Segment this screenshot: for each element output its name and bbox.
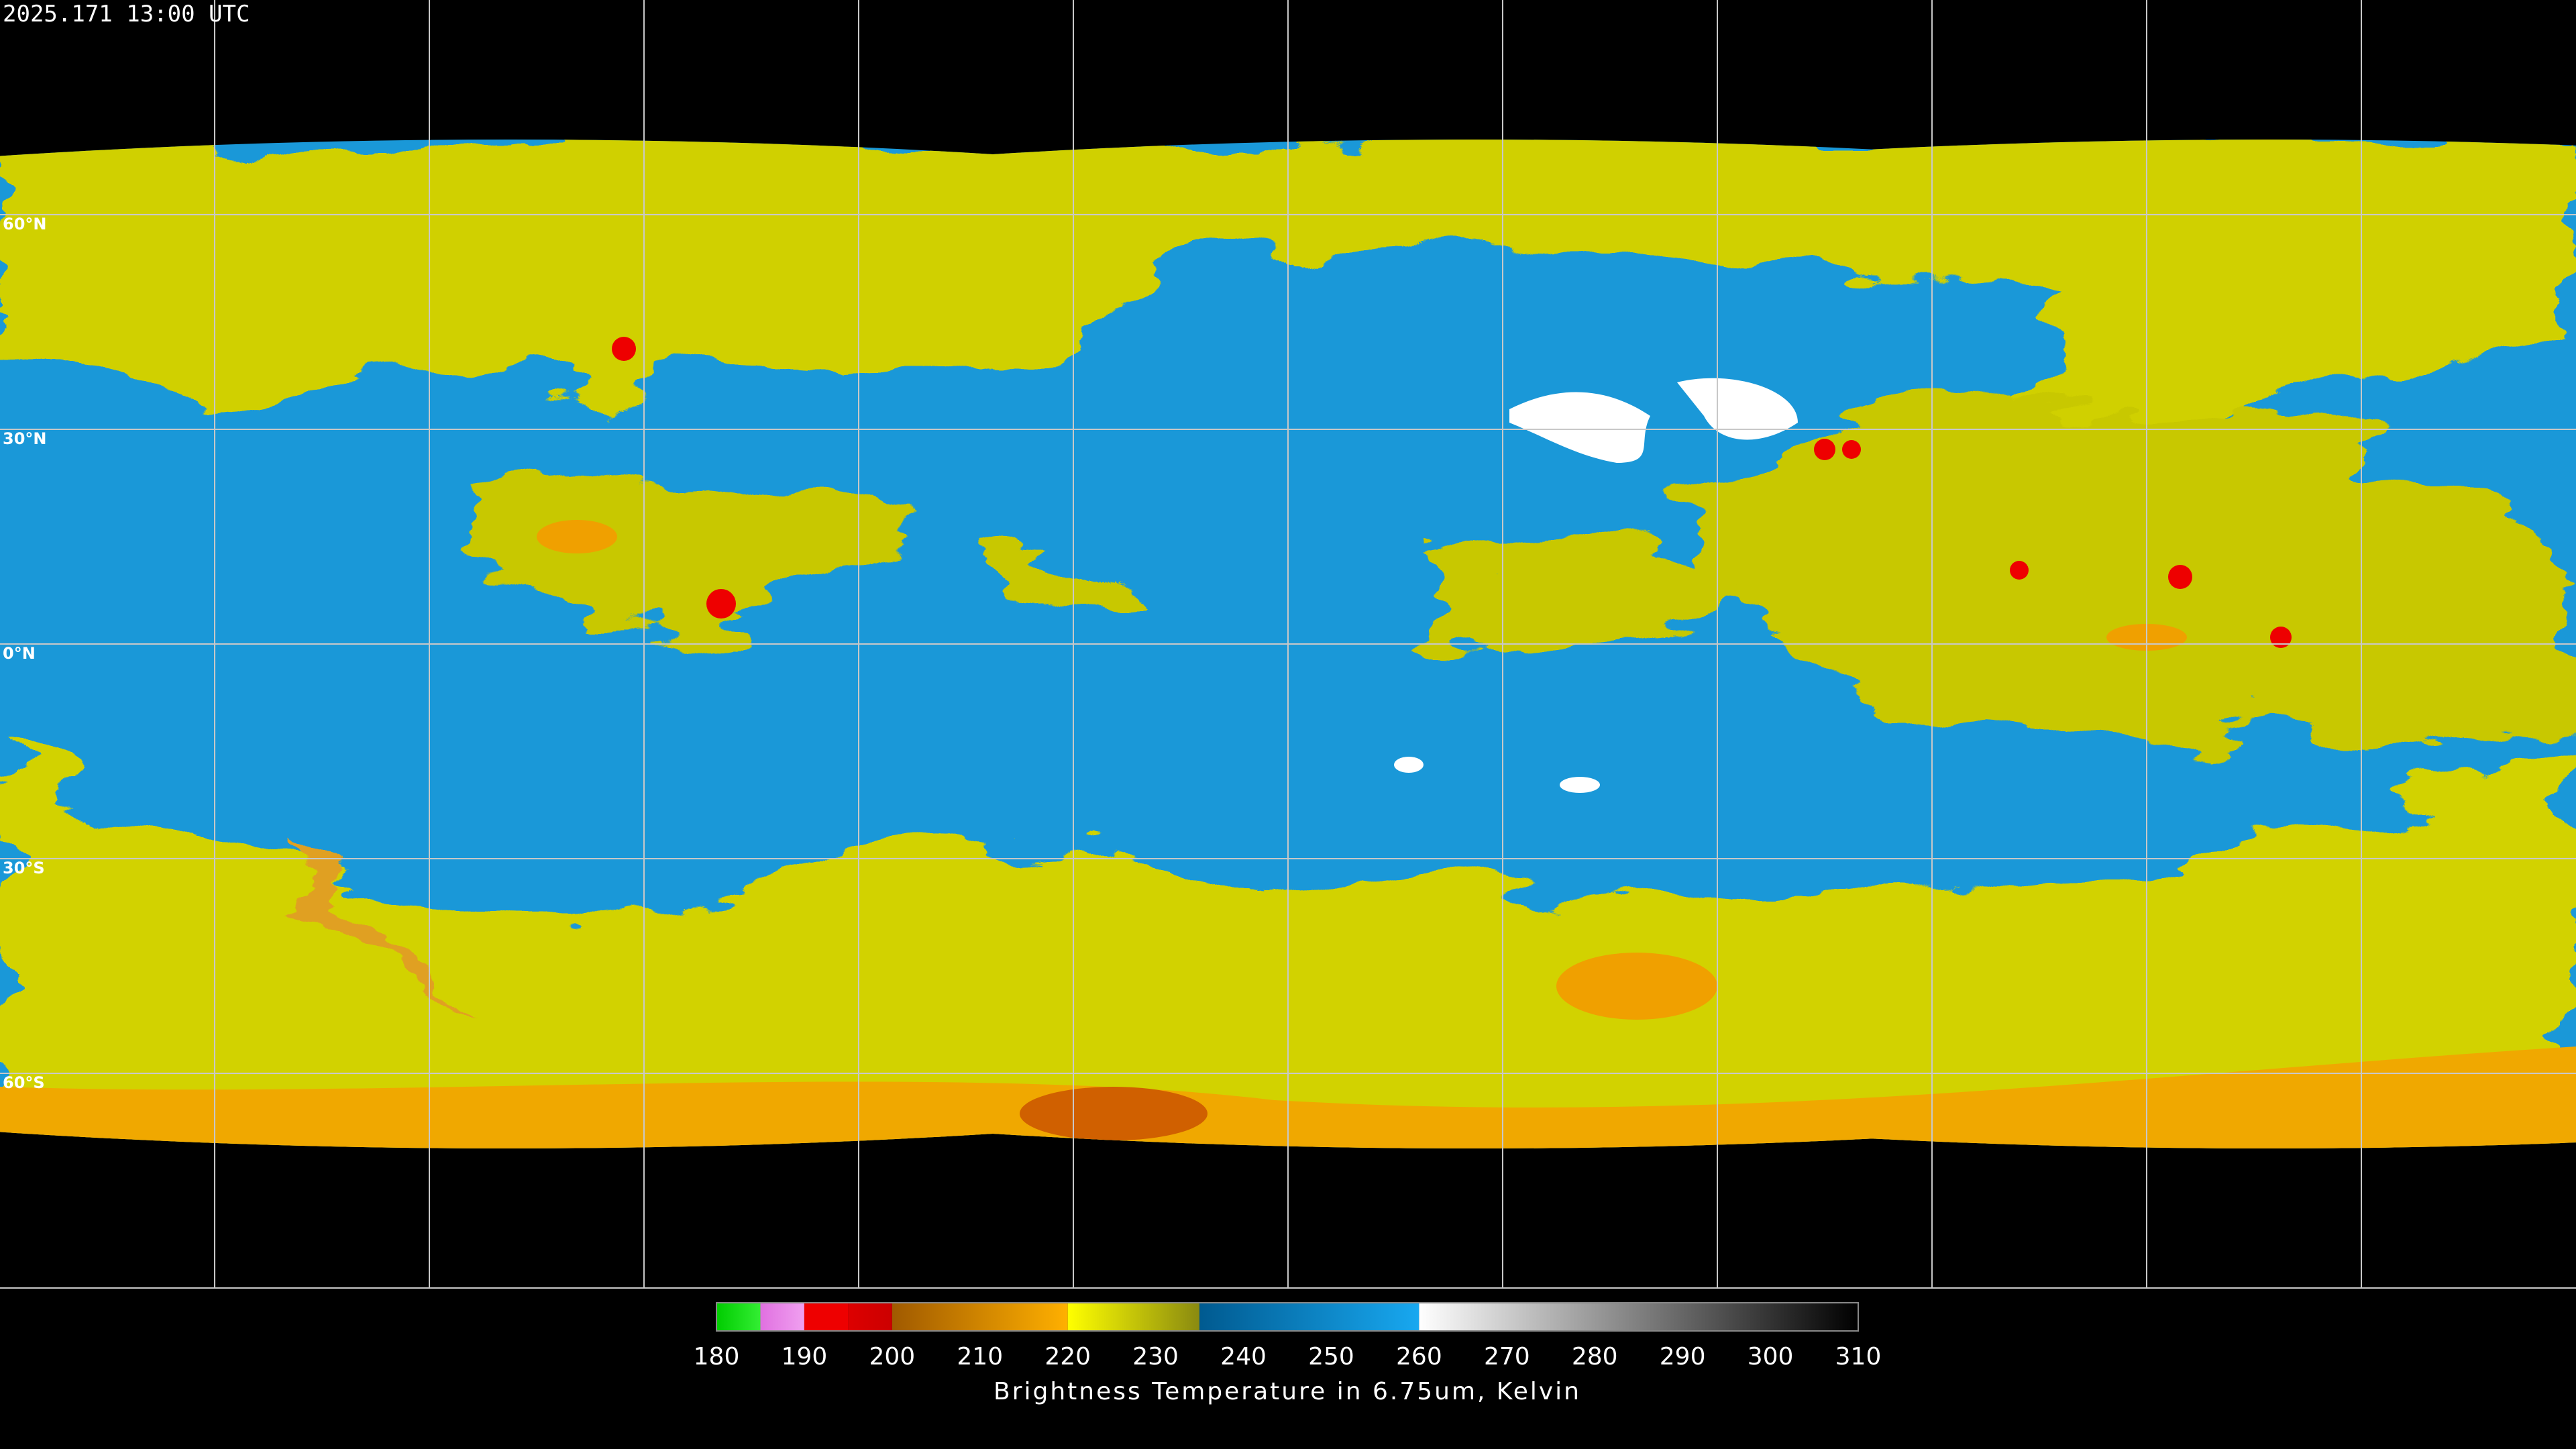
colorbar-frame [716, 1302, 1859, 1332]
colorbar-segment [1199, 1303, 1419, 1331]
colorbar-tick-label: 190 [782, 1343, 828, 1371]
colorbar-tick-label: 210 [957, 1343, 1003, 1371]
latitude-label: 0°N [3, 644, 36, 663]
colorbar-tick-label: 230 [1132, 1343, 1179, 1371]
timestamp: 2025.171 13:00 UTC [3, 1, 250, 28]
warm-dry-areas [1394, 378, 1798, 793]
latitude-labels: 60°N 30°N 0°N 30°S 60°S [3, 215, 46, 1092]
colorbar-segment [892, 1303, 1068, 1331]
colorbar-tick-label: 200 [869, 1343, 915, 1371]
colorbar-tick-label: 310 [1835, 1343, 1882, 1371]
colorbar-tick-label: 280 [1572, 1343, 1618, 1371]
colorbar-segment [1419, 1303, 1858, 1331]
latitude-label: 60°N [3, 215, 46, 233]
colorbar-tick-label: 250 [1308, 1343, 1354, 1371]
colorbar-segment [1067, 1303, 1200, 1331]
latitude-label: 30°N [3, 429, 46, 448]
colorbar-tick-label: 220 [1044, 1343, 1091, 1371]
colorbar: 180 190 200 210 220 230 240 250 260 270 280 290 300 3… [694, 1302, 1882, 1405]
colorbar-tick-label: 180 [694, 1343, 740, 1371]
latitude-label: 30°S [3, 859, 45, 877]
colorbar-tick-label: 270 [1484, 1343, 1530, 1371]
colorbar-tick-label: 240 [1220, 1343, 1267, 1371]
colorbar-segment [716, 1303, 761, 1331]
colorbar-segment [848, 1303, 892, 1331]
colorbar-segment [760, 1303, 804, 1331]
latitude-label: 60°S [3, 1073, 45, 1092]
colorbar-tick-label: 300 [1748, 1343, 1794, 1371]
colorbar-label: Brightness Temperature in 6.75um, Kelvin [994, 1378, 1581, 1405]
colorbar-tick-label: 290 [1660, 1343, 1706, 1371]
colorbar-tick-label: 260 [1396, 1343, 1442, 1371]
colorbar-segment [804, 1303, 849, 1331]
graticule [0, 0, 2576, 1289]
